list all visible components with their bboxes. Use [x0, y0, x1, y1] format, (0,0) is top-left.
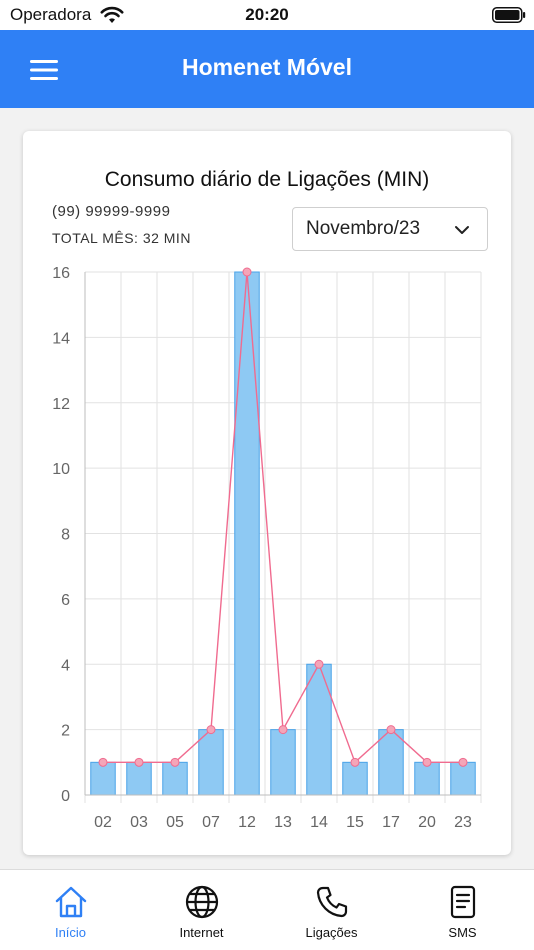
x-tick-label: 02 — [94, 814, 112, 831]
bottom-nav: Início Internet Ligações SMS — [0, 869, 534, 950]
nav-label-inicio: Início — [54, 925, 87, 940]
line-point — [98, 757, 108, 767]
menu-icon[interactable] — [28, 56, 60, 84]
y-tick-label: 4 — [61, 657, 70, 674]
bar — [270, 729, 296, 796]
chart-title: Consumo diário de Ligações (MIN) — [104, 168, 430, 191]
phone-icon — [316, 886, 348, 918]
x-tick-label: 23 — [454, 814, 472, 831]
y-tick-label: 14 — [52, 330, 70, 347]
status-bar: Operadora 20:20 — [0, 0, 534, 30]
status-time: 20:20 — [245, 5, 289, 24]
line-point — [386, 725, 396, 735]
x-tick-label: 03 — [130, 814, 148, 831]
globe-icon — [185, 885, 219, 919]
line-point — [314, 659, 324, 669]
nav-label-ligacoes: Ligações — [305, 925, 358, 940]
consumption-card: Consumo diário de Ligações (MIN) (99) 99… — [23, 131, 511, 855]
y-tick-label: 6 — [61, 592, 70, 609]
bar — [414, 761, 440, 796]
x-tick-label: 07 — [202, 814, 220, 831]
line-point — [350, 757, 360, 767]
nav-item-sms[interactable]: SMS — [396, 870, 529, 950]
line-point — [134, 757, 144, 767]
sms-icon — [450, 885, 476, 919]
line-point — [422, 757, 432, 767]
month-select-value: Novembro/23 — [306, 218, 421, 239]
bar — [342, 761, 368, 796]
line-point — [242, 267, 252, 277]
y-tick-label: 2 — [61, 723, 70, 740]
wifi-icon — [100, 6, 124, 23]
chevron-down-icon — [455, 226, 469, 234]
carrier-name: Operadora — [10, 5, 92, 24]
bar — [378, 729, 404, 796]
line-point — [278, 725, 288, 735]
y-tick-label: 10 — [52, 461, 70, 478]
nav-label-sms: SMS — [448, 925, 477, 940]
x-tick-label: 12 — [238, 814, 256, 831]
y-tick-label: 12 — [52, 396, 70, 413]
bar — [126, 761, 152, 796]
x-tick-label: 05 — [166, 814, 184, 831]
x-tick-label: 20 — [418, 814, 436, 831]
month-select[interactable]: Novembro/23 — [292, 207, 488, 251]
y-tick-label: 8 — [61, 527, 70, 544]
app-title: Homenet Móvel — [182, 54, 352, 80]
home-icon — [55, 886, 87, 918]
bar — [198, 729, 224, 796]
line-point — [458, 757, 468, 767]
nav-item-ligacoes[interactable]: Ligações — [265, 870, 398, 950]
x-tick-label: 14 — [310, 814, 328, 831]
nav-label-internet: Internet — [179, 925, 224, 940]
bar — [234, 271, 260, 796]
nav-item-inicio[interactable]: Início — [4, 870, 137, 950]
line-point — [170, 757, 180, 767]
x-tick-label: 17 — [382, 814, 400, 831]
line-point — [206, 725, 216, 735]
x-tick-label: 13 — [274, 814, 292, 831]
y-tick-label: 16 — [52, 265, 70, 282]
bar — [450, 761, 476, 796]
bar — [90, 761, 116, 796]
phone-number: (99) 99999-9999 — [52, 203, 171, 220]
month-total: TOTAL MÊS: 32 MIN — [52, 230, 191, 246]
y-tick-label: 0 — [61, 788, 70, 805]
bar — [162, 761, 188, 796]
app-bar: Homenet Móvel — [0, 30, 534, 108]
battery-icon — [492, 7, 526, 23]
bar — [306, 663, 332, 796]
x-tick-label: 15 — [346, 814, 364, 831]
nav-item-internet[interactable]: Internet — [135, 870, 268, 950]
